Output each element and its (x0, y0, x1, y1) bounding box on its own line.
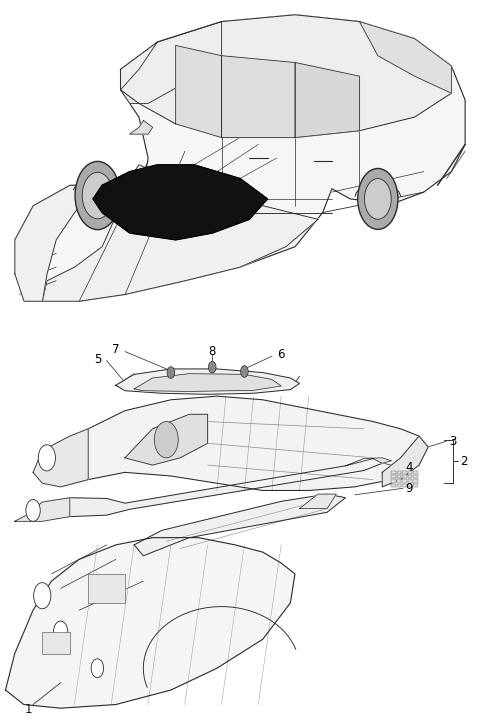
Polygon shape (120, 22, 222, 103)
Bar (402, 470, 407, 474)
Circle shape (53, 621, 68, 643)
Polygon shape (382, 436, 428, 487)
Text: 6: 6 (277, 348, 285, 361)
Polygon shape (42, 396, 428, 491)
Polygon shape (15, 15, 465, 301)
Bar (397, 470, 401, 474)
Text: 5: 5 (94, 353, 101, 366)
Text: 1: 1 (24, 704, 32, 717)
Polygon shape (176, 46, 222, 137)
Bar (391, 479, 396, 483)
Polygon shape (93, 165, 267, 240)
Bar (397, 475, 401, 478)
Bar (408, 479, 412, 483)
Bar (397, 483, 401, 487)
Polygon shape (28, 459, 382, 518)
Circle shape (358, 169, 398, 230)
Text: 2: 2 (460, 455, 468, 468)
Text: 4: 4 (405, 462, 413, 475)
Text: 8: 8 (208, 345, 216, 358)
Bar (402, 475, 407, 478)
Polygon shape (33, 429, 88, 487)
Polygon shape (134, 494, 346, 555)
Bar (413, 475, 418, 478)
Text: 3: 3 (449, 435, 456, 448)
Bar (408, 470, 412, 474)
Bar (413, 479, 418, 483)
Polygon shape (222, 56, 295, 137)
Polygon shape (15, 185, 97, 301)
Bar (413, 483, 418, 487)
Text: 9: 9 (405, 482, 413, 495)
Circle shape (26, 499, 40, 521)
Polygon shape (130, 121, 153, 134)
Polygon shape (42, 165, 318, 301)
Circle shape (155, 422, 178, 458)
Bar (391, 470, 396, 474)
Bar (413, 470, 418, 474)
Circle shape (91, 659, 104, 678)
Circle shape (364, 179, 391, 220)
Bar (391, 475, 396, 478)
Circle shape (75, 161, 120, 230)
Circle shape (167, 366, 175, 378)
Bar (397, 479, 401, 483)
Bar (391, 483, 396, 487)
Circle shape (240, 366, 248, 377)
Circle shape (38, 445, 56, 471)
Bar (408, 483, 412, 487)
Text: 7: 7 (112, 343, 120, 356)
Polygon shape (300, 494, 336, 509)
Circle shape (208, 361, 216, 373)
Polygon shape (346, 458, 391, 466)
Polygon shape (120, 15, 451, 137)
Polygon shape (5, 538, 295, 708)
Bar (402, 479, 407, 483)
Polygon shape (15, 498, 70, 521)
Polygon shape (134, 374, 281, 391)
Polygon shape (116, 369, 300, 394)
Polygon shape (125, 414, 208, 465)
Polygon shape (360, 22, 451, 93)
Circle shape (34, 582, 51, 608)
Circle shape (82, 172, 113, 219)
Polygon shape (295, 63, 360, 137)
Bar (88, 574, 125, 603)
Bar (408, 475, 412, 478)
Bar (42, 632, 70, 654)
Bar (402, 483, 407, 487)
